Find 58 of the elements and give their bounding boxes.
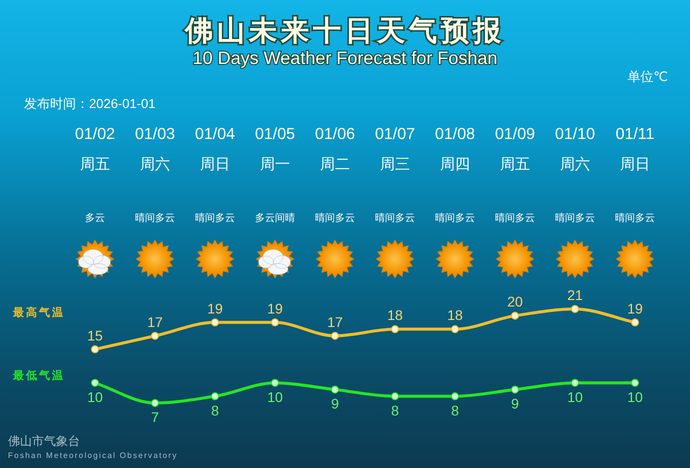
data-label: 18 <box>387 307 403 324</box>
series-name: 最低气温 <box>13 369 65 382</box>
data-label: 10 <box>627 388 643 405</box>
data-label: 18 <box>447 307 463 324</box>
annotation: 多云 <box>85 213 105 224</box>
x-tick-label: 周二 <box>320 156 350 173</box>
x-tick-label: 01/09 <box>494 126 536 143</box>
x-tick-label: 周五 <box>500 156 530 173</box>
data-label: 8 <box>451 402 459 418</box>
annotation: 晴间多云 <box>195 213 235 224</box>
data-label: 10 <box>87 388 103 405</box>
x-tick-label: 01/05 <box>254 126 296 143</box>
x-tick-label: 周三 <box>380 156 410 173</box>
annotation: 晴间多云 <box>615 213 655 224</box>
x-tick-label: 01/02 <box>74 126 116 143</box>
annotation: 晴间多云 <box>315 213 355 224</box>
annotation: 佛山市气象台 <box>8 434 80 448</box>
data-label: 10 <box>567 388 583 405</box>
annotation: 晴间多云 <box>495 213 535 224</box>
data-label: 10 <box>267 388 283 405</box>
x-tick-label: 01/11 <box>616 126 654 143</box>
annotation: 晴间多云 <box>435 213 475 224</box>
data-label: 8 <box>391 402 399 418</box>
data-label: 19 <box>627 300 643 316</box>
annotation: 晴间多云 <box>555 213 595 224</box>
data-label: 19 <box>267 300 283 316</box>
data-label: 19 <box>207 300 223 316</box>
annotation: 晴间多云 <box>135 213 175 224</box>
x-tick-label: 周一 <box>260 156 290 173</box>
data-label: 9 <box>331 396 339 412</box>
x-tick-label: 周五 <box>80 156 110 173</box>
x-tick-label: 01/03 <box>134 126 176 143</box>
data-label: 9 <box>511 396 519 412</box>
annotation: 晴间多云 <box>375 213 415 224</box>
data-label: 17 <box>327 314 343 330</box>
annotation: 多云间晴 <box>255 213 295 224</box>
x-tick-label: 01/04 <box>194 126 236 143</box>
x-tick-label: 周日 <box>200 156 230 173</box>
data-label: 15 <box>87 327 103 344</box>
data-label: 17 <box>147 314 163 330</box>
subtitle: 10 Days Weather Forecast for Foshan <box>192 48 498 68</box>
x-tick-label: 01/06 <box>314 126 356 143</box>
x-tick-label: 周日 <box>620 156 650 173</box>
annotation: 发布时间：2026-01-01 <box>24 96 156 111</box>
data-label: 21 <box>567 287 583 303</box>
x-tick-label: 01/10 <box>554 126 596 143</box>
data-label: 7 <box>151 409 159 425</box>
title: 佛山未来十日天气预报 <box>185 15 505 46</box>
series-name: 最高气温 <box>13 306 65 320</box>
annotation: Foshan Meteorological Observatory <box>8 451 178 460</box>
x-tick-label: 周六 <box>560 156 590 173</box>
x-tick-label: 01/07 <box>374 126 416 143</box>
data-label: 8 <box>211 402 219 418</box>
x-tick-label: 01/08 <box>434 126 476 143</box>
x-tick-label: 周四 <box>440 156 470 173</box>
data-label: 20 <box>507 294 523 310</box>
x-tick-label: 周六 <box>140 156 170 173</box>
annotation: 单位℃ <box>627 69 668 84</box>
